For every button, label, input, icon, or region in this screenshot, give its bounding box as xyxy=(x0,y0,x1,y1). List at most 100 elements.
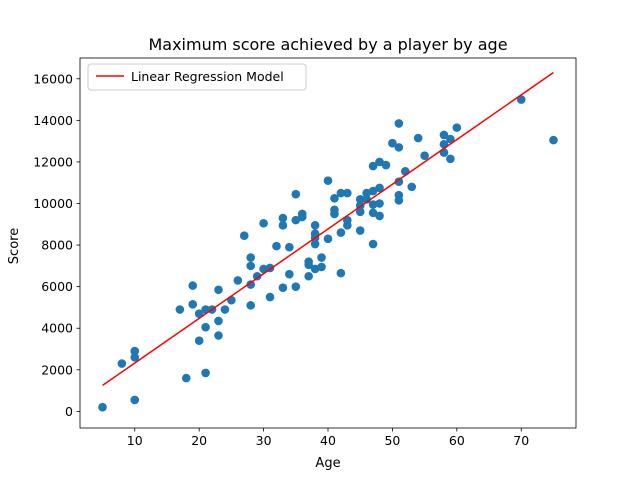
data-point xyxy=(188,281,198,290)
y-tick-label: 0 xyxy=(65,404,73,419)
data-point xyxy=(130,353,140,362)
data-point xyxy=(220,305,230,314)
data-point xyxy=(214,285,223,295)
data-point xyxy=(304,271,313,281)
data-point xyxy=(355,195,365,204)
data-point xyxy=(330,209,339,219)
data-point xyxy=(285,242,294,252)
data-point xyxy=(272,241,281,251)
data-point xyxy=(446,134,455,144)
y-tick-label: 16000 xyxy=(33,71,73,86)
x-tick-label: 60 xyxy=(449,433,465,448)
data-point xyxy=(98,402,107,412)
data-point xyxy=(310,239,320,249)
legend-box xyxy=(87,63,307,91)
y-tick-label: 12000 xyxy=(33,154,73,169)
data-point xyxy=(355,226,365,235)
data-point xyxy=(368,208,378,218)
data-point xyxy=(194,309,204,318)
y-tick-label: 14000 xyxy=(33,113,73,128)
data-point xyxy=(233,276,243,285)
data-point xyxy=(375,183,384,193)
y-tick-label: 8000 xyxy=(41,238,73,253)
data-point xyxy=(336,268,346,278)
data-point xyxy=(388,138,397,148)
x-tick-label: 70 xyxy=(513,433,529,448)
y-tick-label: 6000 xyxy=(41,279,73,294)
data-point xyxy=(265,292,275,302)
data-point xyxy=(413,133,423,143)
data-point xyxy=(336,188,346,198)
data-point xyxy=(375,199,384,208)
data-point xyxy=(259,218,268,228)
data-point xyxy=(130,395,140,405)
data-point xyxy=(336,228,346,237)
data-point xyxy=(246,261,256,271)
x-tick-label: 50 xyxy=(384,433,400,448)
data-point xyxy=(252,271,262,281)
x-axis-label: Age xyxy=(315,456,340,471)
data-point xyxy=(246,301,256,310)
data-point xyxy=(291,282,301,291)
y-axis-label: Score xyxy=(7,228,22,264)
regression-line xyxy=(102,71,554,387)
data-point xyxy=(278,283,288,292)
data-point xyxy=(278,221,288,230)
data-point xyxy=(400,166,410,176)
data-point xyxy=(259,264,268,274)
data-point xyxy=(304,260,313,270)
data-point xyxy=(175,305,185,314)
data-point xyxy=(368,161,378,171)
x-tick-label: 30 xyxy=(256,433,272,448)
data-point xyxy=(246,280,256,289)
x-tick-label: 10 xyxy=(127,433,143,448)
data-point xyxy=(227,295,236,305)
data-point xyxy=(368,186,378,196)
data-point xyxy=(297,212,307,222)
legend: Linear Regression Model xyxy=(87,63,307,91)
data-point xyxy=(394,119,404,128)
data-point xyxy=(439,130,449,140)
data-point xyxy=(239,231,249,241)
data-point xyxy=(549,135,558,145)
data-point xyxy=(323,176,333,185)
data-point xyxy=(394,177,404,186)
data-point xyxy=(446,154,455,164)
data-point xyxy=(291,189,301,199)
data-point xyxy=(439,148,449,157)
legend-label: Linear Regression Model xyxy=(131,69,284,84)
data-point xyxy=(201,368,210,378)
data-point xyxy=(130,346,140,356)
axes: 10 20 30 40 50 60 70 0 2000 4000 6000 8000 10000 1200… xyxy=(33,57,577,448)
chart-title: Maximum score achieved by a player by ag… xyxy=(148,35,507,54)
data-point xyxy=(394,143,404,152)
x-tick-label: 40 xyxy=(320,433,336,448)
data-point xyxy=(452,123,462,132)
data-point xyxy=(407,182,417,192)
data-point xyxy=(368,200,378,209)
data-point xyxy=(214,316,223,326)
data-point xyxy=(188,300,198,309)
data-point xyxy=(343,188,352,198)
data-point xyxy=(394,196,404,205)
data-point xyxy=(214,331,223,340)
data-point xyxy=(375,157,384,167)
data-point xyxy=(330,194,339,203)
data-point xyxy=(181,373,191,383)
y-tick-label: 10000 xyxy=(33,196,73,211)
data-point xyxy=(278,213,288,223)
data-point xyxy=(355,207,365,217)
data-point xyxy=(343,221,352,230)
data-point xyxy=(285,269,294,279)
data-point xyxy=(323,234,333,244)
data-point xyxy=(368,239,378,249)
y-tick-label: 4000 xyxy=(41,321,73,336)
y-tick-label: 2000 xyxy=(41,362,73,377)
x-tick-label: 20 xyxy=(191,433,207,448)
data-point xyxy=(194,336,204,345)
plot-area xyxy=(98,71,558,412)
data-point xyxy=(420,151,429,160)
data-point xyxy=(291,215,301,225)
data-point xyxy=(117,359,127,368)
